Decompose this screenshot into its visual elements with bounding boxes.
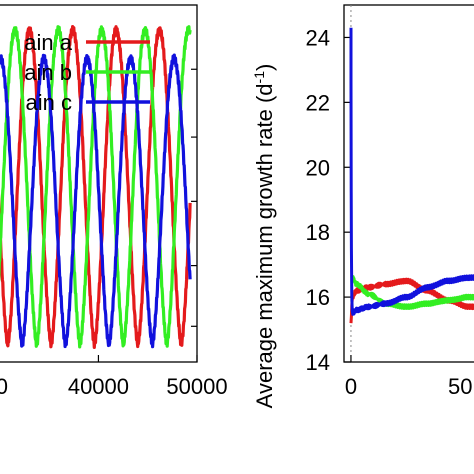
- right-y-tick-label: 22: [306, 90, 330, 115]
- ylabel-close: ): [252, 64, 277, 71]
- right-y-tick-label: 18: [306, 220, 330, 245]
- right-plot-frame: [343, 4, 474, 363]
- left-plot-frame: [0, 4, 198, 363]
- right-series-line-2: [349, 27, 474, 316]
- left-x-tick-label: 40000: [68, 374, 129, 399]
- right-chart: 14 16 18 20 22 24 0 50 Average maximum growth r…: [251, 4, 474, 409]
- ylabel-superscript: -1: [251, 71, 267, 84]
- legend-label: ain a: [24, 30, 72, 55]
- legend-label: ain c: [26, 90, 72, 115]
- right-x-tick-label: 0: [345, 374, 357, 399]
- right-y-tick-label: 24: [306, 25, 330, 50]
- right-x-tick-label-partial: 50: [448, 374, 472, 399]
- left-series-line-0: [0, 25, 192, 349]
- left-x-tick-label-partial: 0: [0, 374, 8, 399]
- right-y-tick-label: 20: [306, 155, 330, 180]
- right-y-tick-label: 16: [306, 285, 330, 310]
- ylabel-main: Average maximum growth rate (d: [252, 83, 277, 408]
- left-chart: 40000 50000 0 ain a ain b ain c: [0, 4, 228, 399]
- legend-label: ain b: [24, 60, 72, 85]
- right-y-axis-label: Average maximum growth rate (d-1): [251, 64, 277, 409]
- left-x-tick-label: 50000: [166, 374, 227, 399]
- right-series-line-1: [349, 275, 474, 310]
- left-series-line-2: [0, 53, 192, 349]
- right-y-tick-label: 14: [306, 350, 330, 375]
- left-series-line-1: [0, 25, 192, 349]
